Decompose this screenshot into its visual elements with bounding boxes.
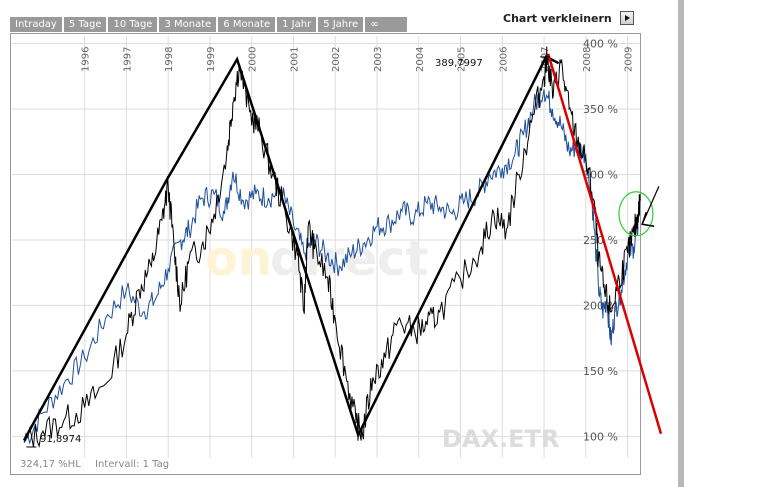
tab-5-tage[interactable]: 5 Tage — [63, 17, 107, 32]
footer-interval: Intervall: 1 Tag — [95, 459, 169, 470]
x-tick-label: 1998 — [164, 47, 175, 72]
compare-series-line — [23, 89, 639, 445]
x-tick-label: 2004 — [415, 47, 426, 72]
shrink-chart-label: Chart verkleinern — [503, 11, 612, 25]
chart-frame — [10, 33, 641, 475]
tab-5-jahre[interactable]: 5 Jahre — [318, 17, 364, 32]
red-trend-line — [547, 53, 663, 435]
x-tick-label: 2001 — [289, 47, 300, 72]
y-tick-label: 400 % — [583, 38, 618, 51]
tab-1-jahr[interactable]: 1 Jahr — [277, 17, 317, 32]
index-name-watermark: DAX.ETR — [442, 425, 559, 453]
y-tick-label: 100 % — [583, 430, 618, 443]
annotation-labels: 91,8974 389,7997 — [40, 58, 483, 445]
x-tick-label: 2005 — [457, 47, 468, 72]
x-tick-label: 2006 — [498, 47, 509, 72]
timeframe-tabs: Intraday 5 Tage 10 Tage 3 Monate 6 Monat… — [10, 17, 409, 32]
tab-intraday[interactable]: Intraday — [10, 17, 62, 32]
x-tick-label: 2008 — [582, 47, 593, 72]
highlight-circle — [618, 191, 654, 237]
series-lines — [23, 46, 641, 448]
x-tick-label: 2003 — [373, 47, 384, 72]
x-tick-label: 1996 — [81, 47, 92, 72]
shrink-chart-button[interactable]: Chart verkleinern — [503, 11, 634, 25]
dax-series-line — [23, 46, 641, 448]
tab-10-tage[interactable]: 10 Tage — [108, 17, 158, 32]
arrow-head — [641, 212, 655, 227]
x-tick-label: 1997 — [122, 47, 133, 72]
page-divider — [678, 0, 684, 487]
y-tick-label: 350 % — [583, 103, 618, 116]
tab-6-monate[interactable]: 6 Monate — [218, 17, 276, 32]
y-tick-label: 150 % — [583, 365, 618, 378]
x-tick-label: 2009 — [624, 47, 635, 72]
grid — [12, 36, 640, 458]
y-tick-label: 250 % — [583, 234, 618, 247]
tab-3-monate[interactable]: 3 Monate — [159, 17, 217, 32]
y-tick-labels: 400 %350 %300 %250 %200 %150 %100 % — [583, 38, 618, 444]
x-tick-label: 2000 — [248, 47, 259, 72]
footer-percent-hl: 324,17 %HL — [20, 459, 81, 470]
x-tick-label: 2002 — [331, 47, 342, 72]
tab-max[interactable]: ∞ — [365, 17, 407, 32]
max-value-label: 389,7997 — [435, 58, 483, 69]
play-arrow-icon[interactable] — [619, 11, 634, 25]
min-value-label: 91,8974 — [40, 434, 81, 445]
y-tick-label: 300 % — [583, 168, 618, 181]
watermark-on: on — [205, 231, 272, 287]
annotation-drawings — [22, 53, 663, 448]
x-tick-label: 1999 — [206, 47, 217, 72]
